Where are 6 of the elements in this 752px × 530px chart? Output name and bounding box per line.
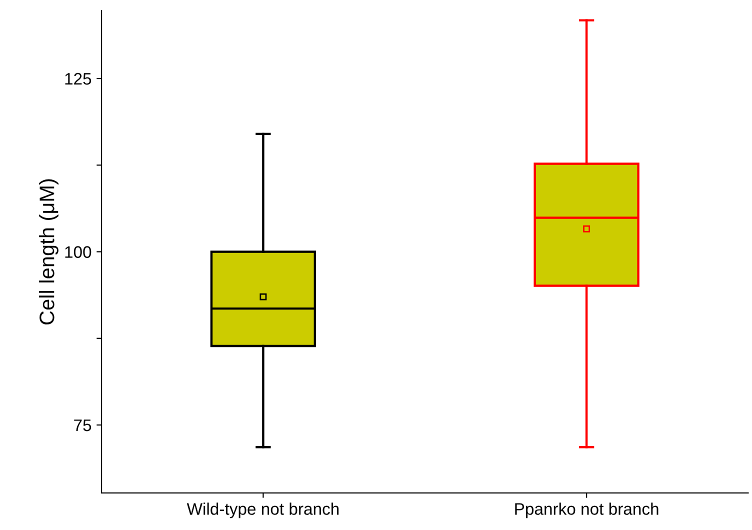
y-tick-label: 75 [74, 420, 92, 432]
y-tick-label: 125 [65, 72, 92, 85]
y-axis-title: Cell length (μM) [39, 179, 58, 324]
y-tick-label: 100 [65, 246, 92, 258]
x-tick-label: Wild-type not branch [186, 502, 339, 518]
x-tick-label: Ppanrko not branch [515, 502, 658, 518]
